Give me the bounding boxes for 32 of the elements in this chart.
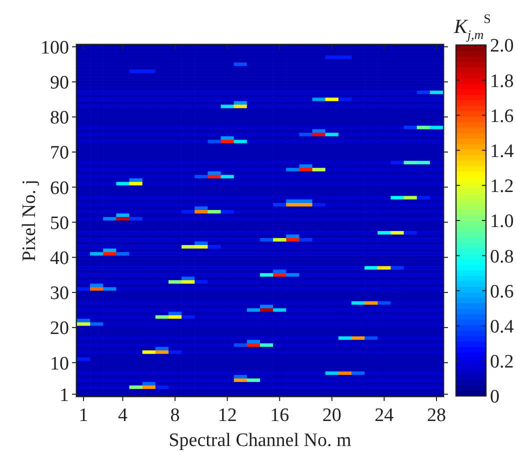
y-tick-label: 60	[50, 178, 69, 199]
x-tick-label: 24	[374, 405, 394, 426]
color-bar-label: 0	[490, 386, 500, 408]
x-axis-title: Spectral Channel No. m	[168, 430, 352, 451]
y-tick-label: 40	[50, 248, 69, 270]
y-axis-title: Pixel No. j	[19, 180, 40, 262]
color-bar-label: 1.6	[490, 106, 514, 127]
x-tick-label: 20	[322, 405, 342, 426]
y-tick-label: 30	[50, 283, 69, 304]
x-tick-label: 8	[170, 405, 180, 426]
x-tick-label: 4	[118, 405, 128, 426]
y-tick-label: 1	[60, 384, 69, 406]
color-bar-label: 1.4	[490, 140, 514, 162]
color-bar-label: 0.8	[490, 246, 514, 268]
x-tick-label: 1	[78, 405, 88, 426]
y-tick-label: 70	[50, 142, 69, 164]
color-bar-label: 1.2	[490, 176, 514, 198]
color-bar-label: 1.8	[490, 70, 514, 92]
x-tick-label: 28	[426, 405, 446, 426]
x-tick-label: 16	[270, 405, 290, 426]
y-tick-label: 90	[50, 72, 69, 94]
y-tick-label: 80	[50, 108, 69, 129]
color-bar-label: 2.0	[490, 36, 514, 57]
y-tick-label: 50	[50, 212, 69, 234]
y-tick-label: 100	[40, 37, 69, 58]
color-bar-label: 1.0	[490, 211, 514, 232]
color-bar-label: 0.2	[490, 352, 514, 373]
x-tick-label: 12	[218, 405, 237, 426]
y-tick-label: 10	[50, 353, 69, 374]
color-bar-label: 0.4	[490, 316, 514, 338]
color-bar-label: 0.6	[490, 281, 514, 302]
y-tick-label: 20	[50, 318, 69, 340]
